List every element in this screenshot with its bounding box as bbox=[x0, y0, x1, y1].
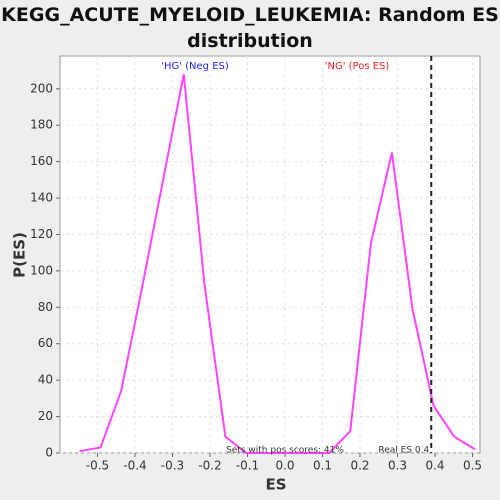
x-tick-label: 0.0 bbox=[275, 459, 294, 473]
chart-title: KEGG_ACUTE_MYELOID_LEUKEMIA: Random ES d… bbox=[1, 4, 499, 52]
y-tick-label: 60 bbox=[38, 336, 53, 350]
line bbox=[79, 74, 476, 454]
y-tick-label: 0 bbox=[45, 446, 53, 460]
x-tick-label: 0.4 bbox=[425, 459, 444, 473]
x-tick-label: 0.3 bbox=[388, 459, 407, 473]
plot-area bbox=[59, 55, 481, 454]
pos-scores: Sets with pos scores: 41% bbox=[226, 446, 344, 456]
x-tick-label: -0.5 bbox=[86, 459, 109, 473]
x-tick-label: -0.1 bbox=[236, 459, 259, 473]
y-tick-label: 100 bbox=[30, 263, 53, 277]
x-tick-label: 0.2 bbox=[350, 459, 369, 473]
y-tick-label: 140 bbox=[30, 191, 53, 205]
x-tick-label: 0.5 bbox=[463, 459, 482, 473]
y-tick-label: 120 bbox=[30, 227, 53, 241]
x-axis-label: ES bbox=[265, 476, 286, 494]
pos-label: 'NG' (Pos ES) bbox=[325, 61, 390, 72]
y-tick-label: 80 bbox=[38, 300, 53, 314]
y-tick-label: 180 bbox=[30, 118, 53, 132]
y-tick-label: 20 bbox=[38, 409, 53, 423]
y-tick-label: 40 bbox=[38, 373, 53, 387]
y-tick-label: 200 bbox=[30, 81, 53, 95]
x-tick-label: 0.1 bbox=[313, 459, 332, 473]
y-axis-label: P(ES) bbox=[11, 232, 29, 278]
x-tick-label: -0.2 bbox=[198, 459, 221, 473]
y-tick-label: 160 bbox=[30, 154, 53, 168]
real-es-label: Real ES 0.4 bbox=[378, 446, 429, 456]
x-tick-label: -0.4 bbox=[123, 459, 146, 473]
neg-label: 'HG' (Neg ES) bbox=[161, 61, 229, 72]
x-tick-label: -0.3 bbox=[161, 459, 184, 473]
